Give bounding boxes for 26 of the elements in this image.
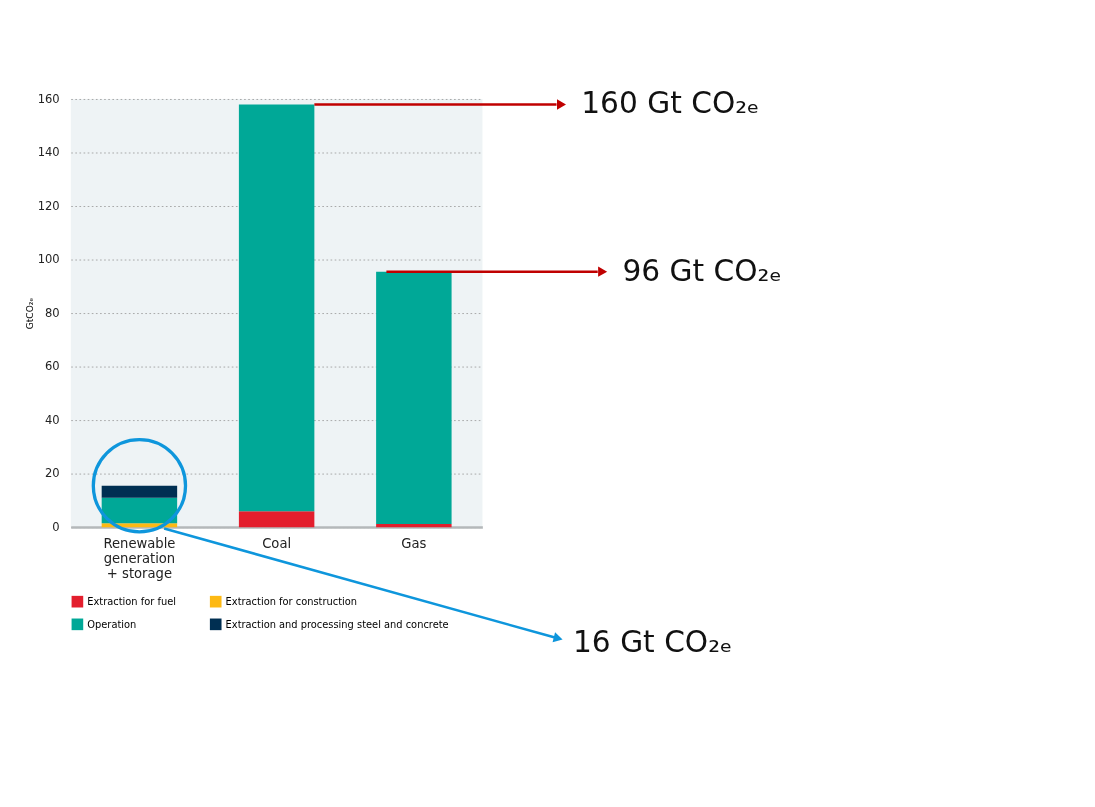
text: 96 Gt CO₂ₑ <box>622 252 782 288</box>
bar <box>376 271 452 524</box>
y-tick-label: 120 <box>37 198 60 213</box>
y-tick-label: 60 <box>45 359 60 374</box>
y-tick-label: 160 <box>37 91 60 106</box>
bar <box>238 511 315 528</box>
legend-label: Operation <box>87 618 137 630</box>
legend-label: Extraction for construction <box>225 595 358 607</box>
text: 16 Gt CO₂ₑ <box>573 623 733 659</box>
x-tick-label: Gas <box>401 536 427 552</box>
bar <box>101 485 178 498</box>
y-tick-label: 0 <box>52 519 60 534</box>
x-tick-label: Coal <box>262 536 292 552</box>
y-axis-title: GtCO₂ₑ <box>24 297 35 330</box>
legend-label: Extraction and processing steel and concrete <box>225 618 449 630</box>
legend-label: Extraction for fuel <box>87 595 176 607</box>
y-tick-label: 140 <box>37 145 60 160</box>
y-tick-label: 20 <box>45 466 60 481</box>
bar <box>238 104 315 512</box>
bar <box>376 523 452 528</box>
text: 160 Gt CO₂ₑ <box>581 85 760 121</box>
x-tick-label: Renewable generation + storage <box>103 536 176 581</box>
bar <box>101 497 178 524</box>
y-tick-label: 100 <box>37 252 60 267</box>
y-tick-label: 40 <box>45 412 60 427</box>
y-tick-label: 80 <box>45 305 60 320</box>
